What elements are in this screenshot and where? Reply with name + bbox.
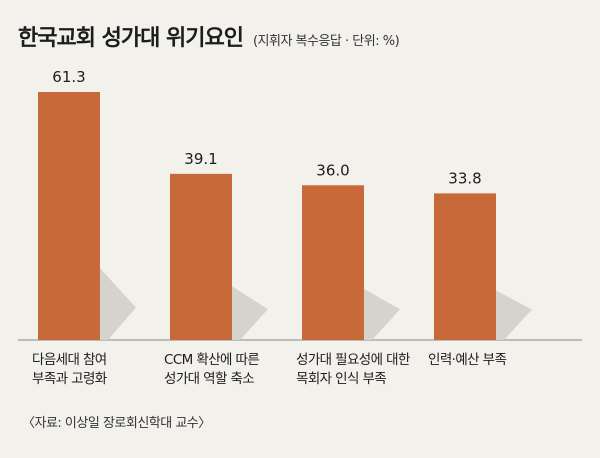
bar-shadow — [496, 290, 532, 340]
category-label: 목회자 인식 부족 — [296, 371, 386, 387]
bar — [170, 173, 232, 340]
chart-subtitle: (지휘자 복수응답 · 단위: %) — [252, 34, 400, 49]
category-label: 인력·예산 부족 — [428, 352, 506, 368]
bar-shadow — [100, 268, 136, 340]
data-label: 36.0 — [316, 161, 349, 179]
title-row: 한국교회 성가대 위기요인 (지휘자 복수응답 · 단위: %) — [18, 20, 400, 52]
data-label: 39.1 — [184, 150, 217, 168]
category-label: 성가대 역할 축소 — [164, 371, 254, 387]
data-label: 33.8 — [448, 169, 481, 187]
bar-shadow — [364, 288, 400, 340]
category-label: 부족과 고령화 — [32, 371, 107, 387]
bar — [38, 92, 100, 340]
chart-title: 한국교회 성가대 위기요인 — [18, 26, 244, 51]
bar-shadow — [232, 286, 268, 340]
bar — [434, 193, 496, 340]
data-label: 61.3 — [52, 68, 85, 86]
bar — [302, 185, 364, 340]
category-label: 성가대 필요성에 대한 — [296, 352, 410, 368]
category-label: 다음세대 참여 — [32, 352, 107, 368]
category-label: CCM 확산에 따른 — [164, 352, 259, 368]
source-note: 〈자료: 이상일 장로회신학대 교수〉 — [22, 416, 211, 431]
